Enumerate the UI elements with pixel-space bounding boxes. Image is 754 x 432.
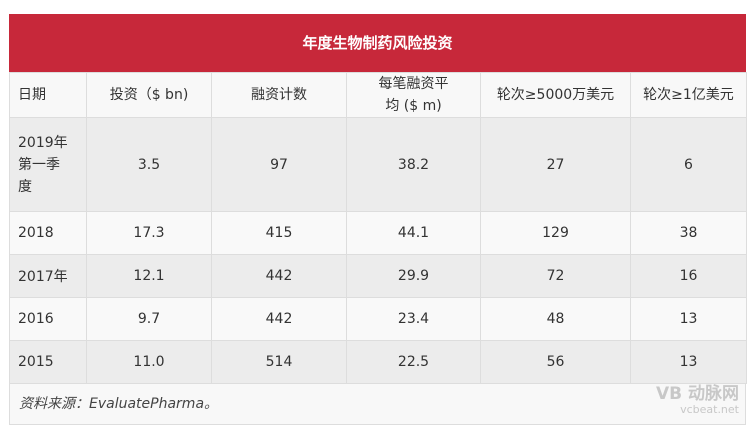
cell-date: 2015 xyxy=(9,340,87,384)
source-note: 资料来源：EvaluatePharma。 VB 动脉网 vcbeat.net xyxy=(9,384,746,425)
table-row: 2015 11.0 514 22.5 56 13 xyxy=(9,340,747,384)
header-rounds-50m: 轮次≥5000万美元 xyxy=(480,72,631,118)
cell: 23.4 xyxy=(346,297,481,341)
watermark-brand: VB 动脉网 xyxy=(655,384,739,404)
header-rounds-100m: 轮次≥1亿美元 xyxy=(630,72,747,118)
table-row: 2019年第一季度 3.5 97 38.2 27 6 xyxy=(9,117,747,212)
cell: 12.1 xyxy=(86,254,212,298)
cell: 38.2 xyxy=(346,117,481,212)
header-investment: 投资（$ bn) xyxy=(86,72,212,118)
cell: 44.1 xyxy=(346,211,481,255)
table-row: 2018 17.3 415 44.1 129 38 xyxy=(9,211,747,255)
cell: 129 xyxy=(480,211,631,255)
table-row: 2016 9.7 442 23.4 48 13 xyxy=(9,297,747,341)
cell: 27 xyxy=(480,117,631,212)
cell-date: 2018 xyxy=(9,211,87,255)
cell: 56 xyxy=(480,340,631,384)
source-text: 资料来源：EvaluatePharma。 xyxy=(19,396,219,412)
watermark-url: vcbeat.net xyxy=(680,403,739,416)
investment-table: 日期 投资（$ bn) 融资计数 每笔融资平均 ($ m) 轮次≥5000万美元… xyxy=(9,72,747,384)
cell: 13 xyxy=(630,340,747,384)
investment-table-container: 年度生物制药风险投资 日期 投资（$ bn) 融资计数 每笔融资平均 ($ m)… xyxy=(9,14,747,425)
header-average: 每笔融资平均 ($ m) xyxy=(346,72,481,118)
header-date: 日期 xyxy=(9,72,87,118)
cell: 72 xyxy=(480,254,631,298)
cell: 442 xyxy=(211,254,347,298)
table-title: 年度生物制药风险投资 xyxy=(9,14,746,72)
cell: 29.9 xyxy=(346,254,481,298)
header-deal-count: 融资计数 xyxy=(211,72,347,118)
header-row: 日期 投资（$ bn) 融资计数 每笔融资平均 ($ m) 轮次≥5000万美元… xyxy=(9,72,747,118)
cell: 22.5 xyxy=(346,340,481,384)
cell: 13 xyxy=(630,297,747,341)
cell: 415 xyxy=(211,211,347,255)
cell: 9.7 xyxy=(86,297,212,341)
cell: 97 xyxy=(211,117,347,212)
cell: 48 xyxy=(480,297,631,341)
cell: 17.3 xyxy=(86,211,212,255)
cell-date: 2017年 xyxy=(9,254,87,298)
cell-date: 2019年第一季度 xyxy=(9,117,87,212)
cell: 38 xyxy=(630,211,747,255)
cell: 16 xyxy=(630,254,747,298)
cell: 3.5 xyxy=(86,117,212,212)
cell: 11.0 xyxy=(86,340,212,384)
table-row: 2017年 12.1 442 29.9 72 16 xyxy=(9,254,747,298)
watermark-logo: VB 动脉网 vcbeat.net xyxy=(656,386,739,418)
cell: 442 xyxy=(211,297,347,341)
cell: 514 xyxy=(211,340,347,384)
cell-date: 2016 xyxy=(9,297,87,341)
cell: 6 xyxy=(630,117,747,212)
